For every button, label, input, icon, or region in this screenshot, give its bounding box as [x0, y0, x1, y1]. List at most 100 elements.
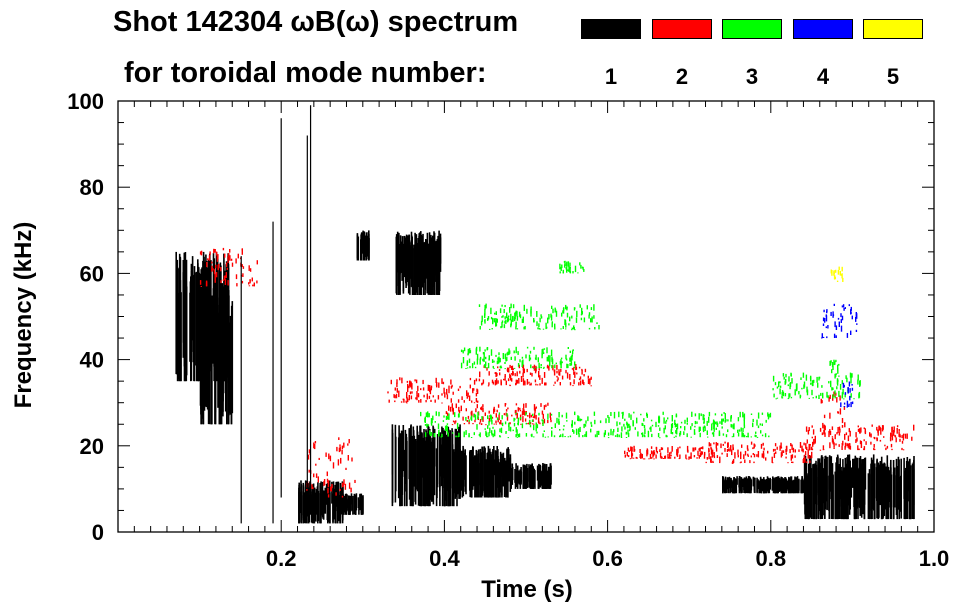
spectral-mark: [493, 429, 496, 432]
spectral-mark: [843, 467, 845, 499]
spectral-mark: [519, 469, 522, 489]
spectral-mark: [504, 368, 506, 370]
spectral-mark: [737, 454, 739, 458]
spectral-mark: [195, 271, 198, 382]
spectral-mark: [326, 478, 329, 483]
spectral-mark: [801, 477, 803, 488]
spectral-mark: [740, 480, 742, 494]
series-1-streaks: [240, 105, 312, 524]
spectral-mark: [732, 447, 734, 451]
spectral-mark: [495, 413, 497, 418]
spectral-mark: [761, 434, 764, 437]
spectral-mark: [874, 467, 876, 499]
spectral-mark: [578, 366, 581, 369]
spectral-mark: [426, 393, 428, 400]
spectral-mark: [503, 378, 505, 381]
spectral-mark: [543, 372, 546, 378]
spectral-mark: [560, 266, 562, 271]
spectral-mark: [579, 418, 581, 422]
spectral-mark: [554, 423, 556, 428]
spectral-mark: [483, 352, 485, 358]
spectral-mark: [512, 370, 514, 376]
spectral-mark: [590, 318, 592, 323]
spectral-mark: [506, 414, 509, 421]
spectral-mark: [836, 397, 838, 403]
spectral-mark: [483, 446, 486, 491]
spectral-mark: [893, 430, 895, 436]
spectral-mark: [841, 418, 844, 424]
spectral-mark: [724, 480, 726, 494]
spectral-mark: [867, 473, 870, 519]
spectral-mark: [848, 459, 850, 506]
spectral-mark: [872, 464, 874, 496]
spectral-mark: [879, 439, 882, 442]
spectral-mark: [550, 420, 552, 423]
spectral-mark: [850, 306, 852, 311]
spectral-mark: [911, 436, 913, 441]
spectral-mark: [834, 361, 836, 365]
spectral-mark: [528, 381, 530, 384]
spectral-mark: [551, 365, 553, 369]
spectral-mark: [839, 395, 841, 401]
spectral-mark: [429, 385, 431, 391]
spectral-mark: [603, 432, 606, 438]
spectral-mark: [242, 273, 244, 277]
spectral-mark: [474, 461, 477, 491]
spectral-mark: [515, 434, 517, 438]
spectral-mark: [661, 447, 664, 450]
spectral-mark: [680, 421, 683, 424]
spectral-mark: [476, 424, 478, 430]
spectral-mark: [430, 399, 432, 402]
spectral-mark: [850, 376, 852, 384]
spectral-mark: [898, 429, 900, 432]
spectral-mark: [839, 384, 842, 390]
spectral-mark: [573, 379, 575, 385]
spectral-mark: [525, 412, 527, 416]
spectral-mark: [851, 373, 853, 378]
spectral-mark: [785, 456, 787, 459]
spectral-mark: [499, 365, 501, 369]
spectral-mark: [774, 382, 777, 386]
spectral-mark: [686, 445, 689, 452]
spectral-mark: [576, 310, 578, 318]
spectral-mark: [365, 232, 368, 261]
spectral-mark: [631, 454, 633, 459]
spectral-mark: [852, 458, 854, 488]
spectral-mark: [529, 372, 532, 375]
spectral-mark: [833, 270, 835, 275]
spectral-mark: [869, 432, 871, 437]
spectral-mark: [495, 420, 497, 424]
spectral-mark: [832, 438, 834, 444]
spectral-mark: [779, 388, 781, 395]
spectral-mark: [856, 437, 858, 442]
spectral-mark: [747, 453, 749, 456]
spectral-mark: [757, 479, 759, 490]
spectral-mark: [545, 382, 547, 386]
spectral-mark: [845, 375, 847, 379]
spectral-mark: [552, 308, 554, 314]
spectral-mark: [815, 395, 817, 399]
spectral-mark: [519, 417, 522, 420]
spectral-mark: [551, 430, 553, 436]
spectral-mark: [514, 373, 516, 377]
spectral-mark: [536, 311, 538, 317]
spectral-mark: [208, 307, 210, 368]
spectral-mark: [509, 373, 511, 379]
spectral-mark: [214, 279, 216, 283]
spectral-mark: [744, 459, 746, 463]
spectral-mark: [893, 426, 895, 433]
spectral-mark: [798, 391, 800, 395]
spectral-mark: [491, 432, 493, 436]
spectral-mark: [857, 425, 859, 428]
spectral-mark: [812, 397, 814, 399]
spectral-mark: [493, 318, 496, 323]
series-1-region-2: [199, 295, 234, 425]
spectral-mark: [542, 469, 545, 489]
spectral-mark: [843, 398, 845, 400]
spectral-mark: [685, 458, 688, 460]
spectral-mark: [449, 406, 452, 412]
spectral-mark: [526, 467, 529, 488]
spectral-mark: [455, 435, 457, 438]
spectral-mark: [428, 395, 431, 399]
spectral-mark: [425, 400, 427, 403]
